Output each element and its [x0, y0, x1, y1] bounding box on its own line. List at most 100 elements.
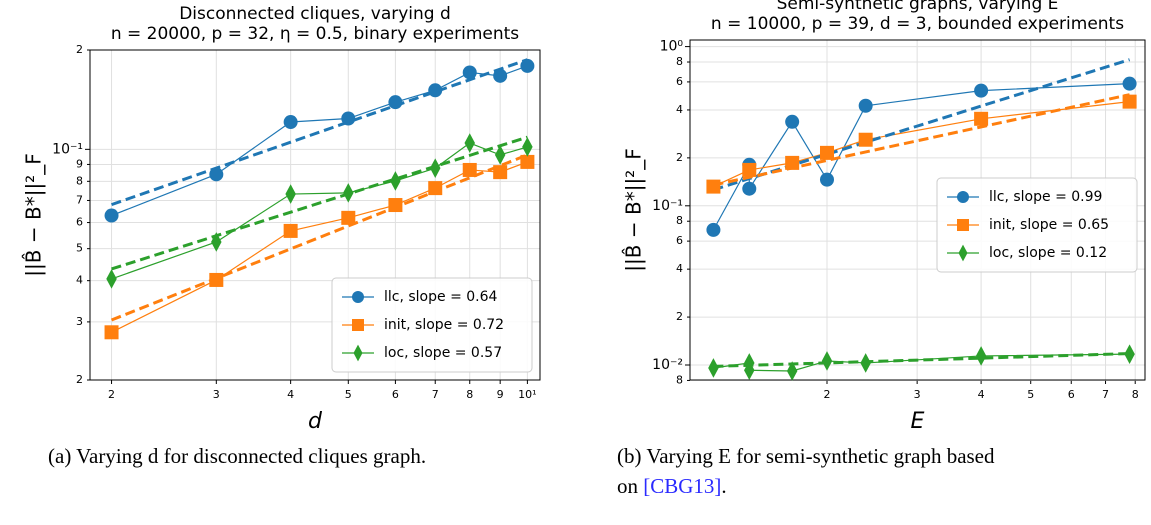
x-tick-label: 6 — [1068, 388, 1075, 401]
caption-b-cont: on [CBG13]. — [617, 474, 727, 498]
caption-a: (a) Varying d for disconnected cliques g… — [48, 444, 426, 468]
x-tick-label: 5 — [345, 388, 352, 401]
marker — [341, 111, 356, 126]
y-tick-label: 8 — [676, 214, 683, 227]
marker — [520, 154, 535, 169]
marker — [388, 198, 403, 213]
marker — [462, 162, 477, 177]
y-tick-label: 9 — [76, 157, 83, 170]
marker — [493, 68, 508, 83]
marker — [106, 269, 117, 289]
legend-marker — [957, 219, 969, 231]
marker — [744, 360, 755, 381]
y-tick-label: 7 — [76, 193, 83, 206]
marker — [520, 58, 535, 73]
marker — [858, 132, 873, 147]
x-tick-label: 5 — [1027, 388, 1034, 401]
chart-subtitle: n = 20000, p = 32, η = 0.5, binary exper… — [111, 24, 519, 44]
y-tick-label: 2 — [76, 373, 83, 386]
marker — [428, 83, 443, 98]
marker — [708, 358, 719, 378]
marker — [209, 272, 224, 287]
y-tick-label: 2 — [76, 43, 83, 56]
x-tick-label: 10¹ — [518, 388, 536, 401]
marker — [742, 162, 757, 177]
marker — [343, 183, 354, 203]
y-tick-label: 6 — [76, 216, 83, 229]
y-tick-label: 10⁰ — [660, 39, 684, 55]
marker — [860, 353, 871, 373]
marker — [341, 210, 356, 225]
fit-line — [712, 58, 1131, 192]
legend-marker — [352, 319, 364, 331]
marker — [974, 83, 989, 98]
marker — [785, 114, 800, 129]
y-tick-label: 4 — [676, 103, 683, 116]
y-tick-label: 10⁻² — [652, 357, 683, 373]
legend-label: init, slope = 0.72 — [384, 317, 504, 333]
marker — [785, 155, 800, 170]
x-tick-label: 4 — [978, 388, 985, 401]
x-tick-label: 9 — [497, 388, 504, 401]
y-axis-label: ||B̂ − B*||²_F — [22, 153, 46, 276]
marker — [283, 115, 298, 130]
caption-b: (b) Varying E for semi-synthetic graph b… — [617, 444, 995, 468]
marker — [975, 346, 987, 366]
marker — [821, 351, 833, 371]
marker — [462, 65, 477, 80]
caption-b-end: . — [721, 474, 726, 498]
marker — [283, 223, 298, 238]
marker — [429, 158, 441, 178]
y-tick-label: 2 — [676, 310, 683, 323]
marker — [493, 165, 508, 180]
legend-marker — [957, 191, 969, 203]
x-axis-label: d — [308, 409, 323, 434]
x-tick-label: 6 — [392, 388, 399, 401]
marker — [742, 181, 757, 196]
y-tick-label: 3 — [76, 315, 83, 328]
marker — [285, 184, 296, 204]
marker — [819, 145, 834, 160]
marker — [464, 133, 475, 153]
marker — [1124, 344, 1135, 364]
x-axis-label: E — [911, 409, 925, 434]
fit-line — [111, 135, 528, 271]
marker — [706, 222, 721, 237]
legend-label: llc, slope = 0.99 — [989, 189, 1102, 205]
y-tick-label: 5 — [76, 242, 83, 255]
marker — [706, 179, 721, 194]
citation[interactable]: [CBG13] — [643, 474, 721, 498]
chart-title: Semi-synthetic graphs, varying E — [777, 0, 1059, 14]
y-tick-label: 6 — [676, 234, 683, 247]
x-tick-label: 2 — [108, 388, 115, 401]
legend — [331, 277, 533, 373]
x-tick-label: 8 — [466, 388, 473, 401]
fit-line — [713, 352, 1130, 368]
x-tick-label: 3 — [213, 388, 220, 401]
x-tick-label: 4 — [287, 388, 294, 401]
y-tick-label: 10⁻¹ — [52, 141, 83, 157]
marker — [858, 98, 873, 113]
fit-line — [713, 93, 1130, 187]
y-tick-label: 8 — [676, 373, 683, 386]
marker — [428, 181, 443, 196]
y-tick-label: 4 — [676, 262, 683, 275]
x-tick-label: 7 — [432, 388, 439, 401]
fit-line — [111, 58, 528, 207]
legend-marker — [352, 291, 364, 303]
legend — [936, 177, 1138, 273]
legend-label: init, slope = 0.65 — [989, 217, 1109, 233]
legend-label: loc, slope = 0.12 — [989, 245, 1107, 261]
plot-frame — [89, 49, 541, 381]
marker — [786, 361, 798, 381]
marker — [104, 325, 119, 340]
marker — [104, 208, 119, 223]
marker — [974, 111, 989, 126]
marker — [388, 95, 403, 110]
caption-b-text: on — [617, 474, 639, 498]
x-tick-label: 8 — [1132, 388, 1139, 401]
y-tick-label: 10⁻¹ — [652, 198, 683, 214]
chart-subtitle: n = 10000, p = 39, d = 3, bounded experi… — [711, 14, 1124, 34]
marker — [209, 167, 224, 182]
